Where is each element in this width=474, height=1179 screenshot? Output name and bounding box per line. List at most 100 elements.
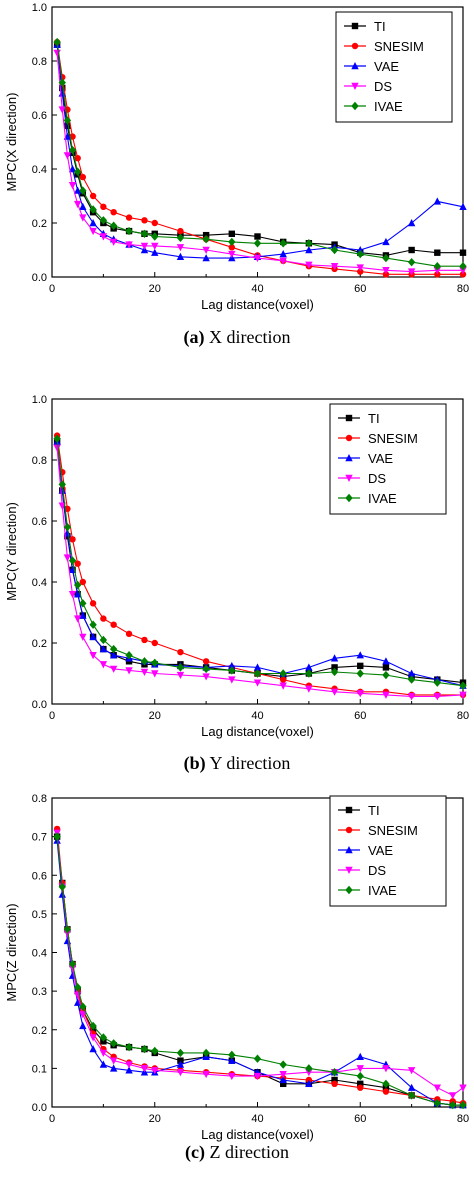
data-point <box>89 192 97 200</box>
series-snesim <box>53 38 467 278</box>
data-point <box>140 1065 149 1073</box>
data-point <box>279 257 287 265</box>
data-point <box>382 237 390 246</box>
data-point <box>459 262 467 271</box>
y-tick-label: 0.2 <box>32 638 47 650</box>
caption-x: (a) X direction <box>0 327 474 348</box>
legend: TI SNESIM VAE DS IVAE <box>329 403 447 515</box>
data-point <box>228 250 236 259</box>
y-tick-label: 0.3 <box>32 986 47 998</box>
data-point <box>382 271 390 278</box>
data-point <box>58 106 66 114</box>
data-point <box>176 663 185 672</box>
data-point <box>382 267 390 275</box>
data-point <box>279 676 287 683</box>
data-point <box>449 1100 457 1110</box>
data-point <box>202 1048 210 1058</box>
data-point <box>202 235 210 244</box>
data-point <box>64 122 71 129</box>
data-point <box>434 249 441 256</box>
data-point <box>177 227 184 235</box>
data-point <box>176 1069 185 1077</box>
data-point <box>140 242 149 250</box>
data-point <box>63 936 72 945</box>
data-point <box>202 246 210 254</box>
data-point <box>151 1067 159 1075</box>
data-point <box>279 682 287 690</box>
x-tick-label: 0 <box>49 1113 55 1125</box>
data-point <box>459 249 467 256</box>
data-point <box>228 1056 236 1064</box>
data-point <box>253 679 262 687</box>
data-point <box>68 182 77 190</box>
data-point <box>63 116 72 125</box>
data-point <box>151 219 158 227</box>
data-point <box>407 669 416 677</box>
data-point <box>73 167 82 176</box>
data-point <box>68 591 77 599</box>
legend-label: DS <box>374 79 392 94</box>
x-tick-label: 0 <box>49 283 55 295</box>
data-point <box>305 1069 313 1077</box>
data-point <box>228 1072 236 1081</box>
data-point <box>151 658 159 668</box>
series-line <box>56 438 464 687</box>
data-point <box>73 590 82 598</box>
data-point <box>279 250 287 258</box>
data-point <box>407 1067 416 1075</box>
caption-letter: (b) <box>183 753 206 773</box>
data-point <box>305 669 313 678</box>
data-point <box>79 1021 87 1030</box>
y-tick-label: 0.8 <box>32 56 47 68</box>
data-point <box>279 1075 287 1084</box>
data-point <box>382 691 390 699</box>
data-point <box>79 1011 87 1019</box>
legend-marker <box>345 493 353 503</box>
x-tick-label: 20 <box>149 710 161 722</box>
legend-marker <box>345 846 353 854</box>
y-axis-label: MPC(Z direction) <box>4 903 19 1001</box>
data-point <box>68 165 77 173</box>
data-point <box>279 239 287 248</box>
data-point <box>253 663 262 671</box>
x-axis-label: Lag distance(voxel) <box>201 297 314 312</box>
data-point <box>305 239 313 248</box>
data-point <box>79 611 87 619</box>
data-point <box>459 202 467 210</box>
data-point <box>253 239 262 248</box>
series-line <box>56 42 463 275</box>
data-point <box>357 268 364 275</box>
legend-marker <box>345 885 353 895</box>
legend-marker <box>345 474 353 482</box>
data-point <box>459 267 467 275</box>
data-point <box>89 205 97 214</box>
data-point <box>356 669 364 678</box>
data-point <box>140 668 149 676</box>
x-axis-label: Lag distance(voxel) <box>201 1127 314 1142</box>
caption-letter: (a) <box>183 327 205 347</box>
caption-z: (c) Z direction <box>0 1142 474 1163</box>
data-point <box>305 1064 313 1073</box>
y-tick-label: 0.6 <box>32 110 47 122</box>
data-point <box>109 1064 118 1072</box>
data-point <box>330 667 339 677</box>
data-point <box>53 49 61 57</box>
data-point <box>305 663 313 671</box>
data-point <box>459 1100 467 1110</box>
data-point <box>140 1044 149 1054</box>
data-point <box>140 229 149 238</box>
data-point <box>407 1091 416 1100</box>
y-tick-label: 0.6 <box>32 516 47 528</box>
y-tick-label: 0.0 <box>32 699 47 711</box>
data-point <box>357 1084 364 1091</box>
data-point <box>151 639 158 647</box>
legend-marker <box>345 806 353 814</box>
data-point <box>58 78 66 87</box>
chart-panel-x: 0 20 40 60 80 0.0 0.2 0.4 0.6 0.8 1.0 Lag distance(… <box>0 0 474 390</box>
x-tick-label: 80 <box>457 283 469 295</box>
data-point <box>407 219 416 227</box>
data-point <box>253 1054 262 1063</box>
legend-label: TI <box>368 411 380 426</box>
data-point <box>433 267 442 275</box>
data-point <box>73 998 82 1006</box>
